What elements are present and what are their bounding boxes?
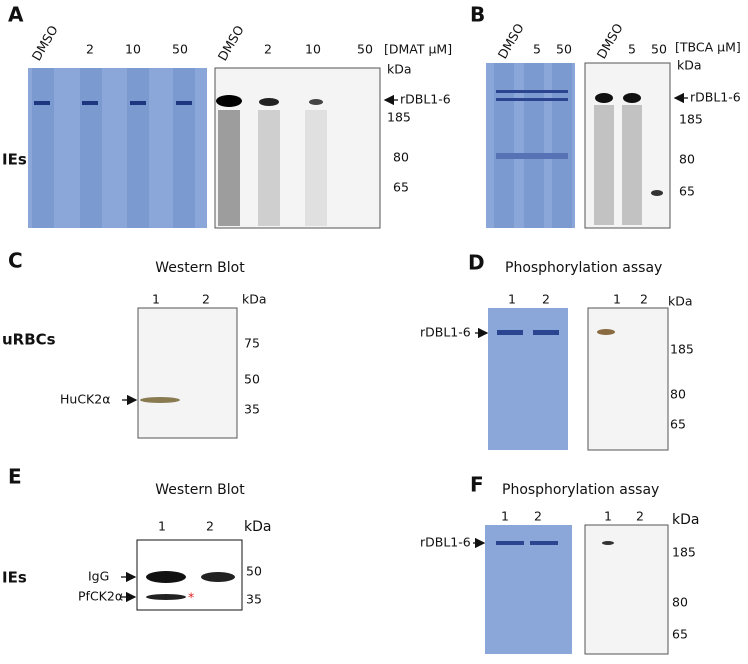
gel-a-stain: [28, 68, 207, 228]
marker-label: 185: [672, 545, 696, 560]
lane-label: 5: [533, 42, 541, 57]
kda-label: kDa: [242, 292, 267, 307]
panel-letter: F: [470, 473, 484, 497]
lane-label: DMSO: [29, 23, 61, 64]
gel-f: [485, 524, 669, 655]
panel-title: Western Blot: [155, 482, 245, 498]
panel-title: Western Blot: [155, 260, 245, 276]
gel-a-autorad: [214, 67, 381, 229]
unit-label: [DMAT µM]: [384, 42, 452, 57]
lane-label: 2: [206, 519, 214, 534]
protein-label: HuCK2α: [60, 392, 110, 407]
marker-label: 185: [387, 110, 411, 125]
band-label: PfCK2α: [78, 589, 123, 604]
lane-label: 50: [556, 42, 572, 57]
lane-label: 2: [264, 42, 272, 57]
lane-label: 1: [508, 292, 516, 307]
lane-label: 2: [534, 509, 542, 524]
protein-label: rDBL1-6: [420, 325, 471, 340]
marker-label: 35: [246, 592, 262, 607]
lane-label: 1: [501, 509, 509, 524]
lane-label: 5: [628, 42, 636, 57]
panel-title: Phosphorylation assay: [502, 482, 659, 498]
unit-label: [TBCA µM]: [675, 40, 741, 55]
protein-label: rDBL1-6: [400, 92, 451, 107]
asterisk: *: [188, 590, 194, 605]
marker-label: 185: [670, 342, 694, 357]
blot-c: [137, 307, 238, 439]
kda-label: kDa: [677, 58, 702, 73]
lane-label: 2: [202, 292, 210, 307]
panel-letter: C: [8, 249, 23, 273]
marker-label: 80: [670, 387, 686, 402]
lane-label: 50: [651, 42, 667, 57]
lane-label: 2: [640, 292, 648, 307]
marker-label: 50: [244, 372, 260, 387]
lane-label: 50: [172, 42, 188, 57]
kda-label: kDa: [387, 62, 412, 77]
band-label: IgG: [88, 569, 109, 584]
marker-label: 65: [672, 627, 688, 642]
panel-letter: B: [470, 3, 485, 27]
lane-label: DMSO: [215, 23, 247, 64]
panel-letter: A: [8, 3, 24, 27]
kda-label: kDa: [672, 512, 699, 528]
marker-label: 65: [679, 184, 695, 199]
marker-label: 80: [679, 152, 695, 167]
row-label: uRBCs: [2, 331, 56, 349]
kda-label: kDa: [244, 519, 271, 535]
lane-label: 10: [125, 42, 141, 57]
marker-label: 35: [244, 402, 260, 417]
panel-letter: E: [8, 465, 22, 489]
row-label: IEs: [2, 151, 27, 169]
marker-label: 80: [672, 595, 688, 610]
gel-d: [488, 307, 669, 451]
lane-label: 2: [542, 292, 550, 307]
marker-label: 75: [244, 336, 260, 351]
gel-b-stain: [486, 63, 575, 228]
protein-label: rDBL1-6: [420, 535, 471, 550]
lane-label: 1: [613, 292, 621, 307]
panel-letter: D: [468, 251, 485, 275]
blot-e: [136, 539, 243, 611]
lane-label: DMSO: [495, 21, 527, 62]
lane-label: 1: [604, 509, 612, 524]
lane-label: DMSO: [594, 21, 626, 62]
panel-title: Phosphorylation assay: [505, 260, 662, 276]
kda-label: kDa: [668, 294, 693, 309]
lane-label: 2: [86, 42, 94, 57]
lane-label: 1: [152, 292, 160, 307]
lane-label: 10: [305, 42, 321, 57]
gel-b-autorad: [584, 62, 671, 229]
lane-label: 50: [357, 42, 373, 57]
protein-label: rDBL1-6: [690, 90, 741, 105]
lane-label: 1: [158, 519, 166, 534]
marker-label: 185: [679, 112, 703, 127]
marker-label: 65: [670, 417, 686, 432]
marker-label: 50: [246, 564, 262, 579]
arrows: [121, 92, 688, 603]
marker-label: 65: [393, 180, 409, 195]
marker-label: 80: [393, 150, 409, 165]
lane-label: 2: [636, 509, 644, 524]
row-label: IEs: [2, 569, 27, 587]
